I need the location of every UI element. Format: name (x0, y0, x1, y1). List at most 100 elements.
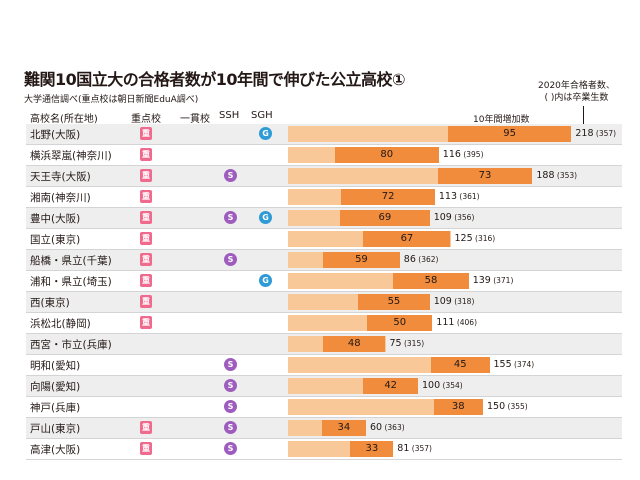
table-row: 北野(大阪) 重 G 95 218 (357) (26, 124, 622, 145)
total-label: 75 (315) (390, 338, 425, 349)
graduates-value: (316) (472, 234, 496, 243)
total-value: 218 (575, 128, 594, 139)
header-sgh: SGH (251, 110, 273, 121)
total-label: 139 (371) (473, 275, 514, 286)
table-row: 浜松北(静岡) 重 50 111 (406) (26, 313, 622, 334)
school-name: 神戸(兵庫) (30, 402, 81, 414)
graduates-value: (406) (454, 318, 477, 327)
ssh-icon: S (224, 442, 237, 455)
graduates-value: (374) (511, 360, 535, 369)
table-row: 高津(大阪) 重 S 33 81 (357) (26, 439, 622, 460)
header-ikkan: 一貫校 (180, 114, 210, 125)
juten-badge: 重 (140, 295, 152, 308)
table-row: 横浜翠嵐(神奈川) 重 80 116 (395) (26, 145, 622, 166)
total-value: 109 (433, 296, 452, 307)
bar-increase: 48 (323, 336, 386, 352)
total-label: 150 (355) (487, 401, 528, 412)
total-label: 109 (356) (434, 212, 475, 223)
juten-badge: 重 (140, 421, 152, 434)
total-label: 100 (354) (422, 380, 463, 391)
school-name: 浦和・県立(埼玉) (30, 276, 112, 288)
sgh-icon: G (259, 274, 272, 287)
total-label: 86 (362) (404, 254, 439, 265)
total-label: 188 (353) (536, 170, 577, 181)
sgh-icon: G (259, 211, 272, 224)
legend-note: 2020年合格者数、 ( )内は卒業生数 (538, 80, 615, 104)
chart-rows: 北野(大阪) 重 G 95 218 (357) 横浜翠嵐(神奈川) 重 80 116 (395)… (26, 124, 622, 460)
school-name: 浜松北(静岡) (30, 318, 91, 330)
total-value: 113 (438, 191, 458, 202)
ssh-icon: S (224, 169, 237, 182)
bar-increase: 55 (358, 294, 430, 310)
total-label: 109 (318) (434, 296, 475, 307)
legend-note-line1: 2020年合格者数、 (538, 81, 615, 91)
school-name: 国立(東京) (30, 234, 81, 246)
total-value: 116 (442, 149, 461, 160)
ssh-icon: S (224, 211, 237, 224)
bar-increase: 45 (431, 357, 490, 373)
juten-badge: 重 (140, 316, 152, 329)
bar-increase: 73 (437, 168, 533, 184)
graduates-value: (355) (505, 402, 528, 411)
school-name: 戸山(東京) (30, 423, 81, 435)
total-value: 111 (436, 317, 455, 328)
bar-increase: 50 (367, 315, 433, 331)
bar-increase: 72 (341, 189, 435, 205)
total-value: 81 (397, 443, 410, 454)
header-school: 高校名(所在地) (30, 114, 98, 125)
graduates-value: (362) (415, 255, 439, 264)
chart-title: 難関10国立大の合格者数が10年間で伸びた公立高校① (24, 70, 406, 89)
bar-increase: 95 (447, 126, 572, 142)
total-value: 155 (493, 359, 512, 370)
bar-increase: 58 (393, 273, 469, 289)
total-value: 60 (370, 422, 383, 433)
table-row: 湘南(神奈川) 重 72 113 (361) (26, 187, 622, 208)
table-row: 国立(東京) 重 67 125 (316) (26, 229, 622, 250)
legend-leader-line (583, 106, 584, 130)
header-increase: 10年間増加数 (473, 115, 530, 125)
total-label: 218 (357) (575, 128, 616, 139)
total-label: 155 (374) (494, 359, 535, 370)
juten-badge: 重 (140, 127, 152, 140)
total-value: 150 (487, 401, 506, 412)
graduates-value: (395) (460, 150, 484, 159)
total-value: 125 (454, 233, 473, 244)
total-label: 111 (406) (436, 317, 477, 328)
school-name: 西宮・市立(兵庫) (30, 339, 112, 351)
graduates-value: (354) (440, 381, 463, 390)
total-value: 86 (403, 254, 416, 265)
juten-badge: 重 (140, 232, 152, 245)
total-value: 188 (536, 170, 555, 181)
juten-badge: 重 (140, 274, 152, 287)
table-row: 西宮・市立(兵庫) 48 75 (315) (26, 334, 622, 355)
chart-subtitle: 大学通信調べ(重点校は朝日新聞EduA調べ) (24, 95, 199, 105)
bar-increase: 59 (323, 252, 400, 268)
school-name: 豊中(大阪) (30, 213, 81, 225)
bar-increase: 67 (363, 231, 451, 247)
juten-badge: 重 (140, 253, 152, 266)
total-value: 109 (433, 212, 452, 223)
school-name: 向陽(愛知) (30, 381, 81, 393)
juten-badge: 重 (140, 169, 152, 182)
total-label: 113 (361) (439, 191, 480, 202)
sgh-icon: G (259, 127, 272, 140)
ssh-icon: S (224, 358, 237, 371)
table-row: 船橋・県立(千葉) 重 S 59 86 (362) (26, 250, 622, 271)
bar-increase: 34 (321, 420, 366, 436)
table-row: 西(東京) 重 55 109 (318) (26, 292, 622, 313)
total-value: 100 (422, 380, 441, 391)
table-row: 戸山(東京) 重 S 34 60 (363) (26, 418, 622, 439)
table-row: 明和(愛知) S 45 155 (374) (26, 355, 622, 376)
graduates-value: (318) (451, 297, 475, 306)
bar-increase: 33 (350, 441, 394, 457)
total-label: 116 (395) (443, 149, 484, 160)
table-row: 浦和・県立(埼玉) 重 G 58 139 (371) (26, 271, 622, 292)
school-name: 高津(大阪) (30, 444, 81, 456)
bar-increase: 69 (340, 210, 430, 226)
table-row: 向陽(愛知) S 42 100 (354) (26, 376, 622, 397)
school-name: 明和(愛知) (30, 360, 81, 372)
graduates-value: (353) (554, 171, 578, 180)
school-name: 湘南(神奈川) (30, 192, 91, 204)
juten-badge: 重 (140, 148, 152, 161)
bar-increase: 42 (363, 378, 418, 394)
